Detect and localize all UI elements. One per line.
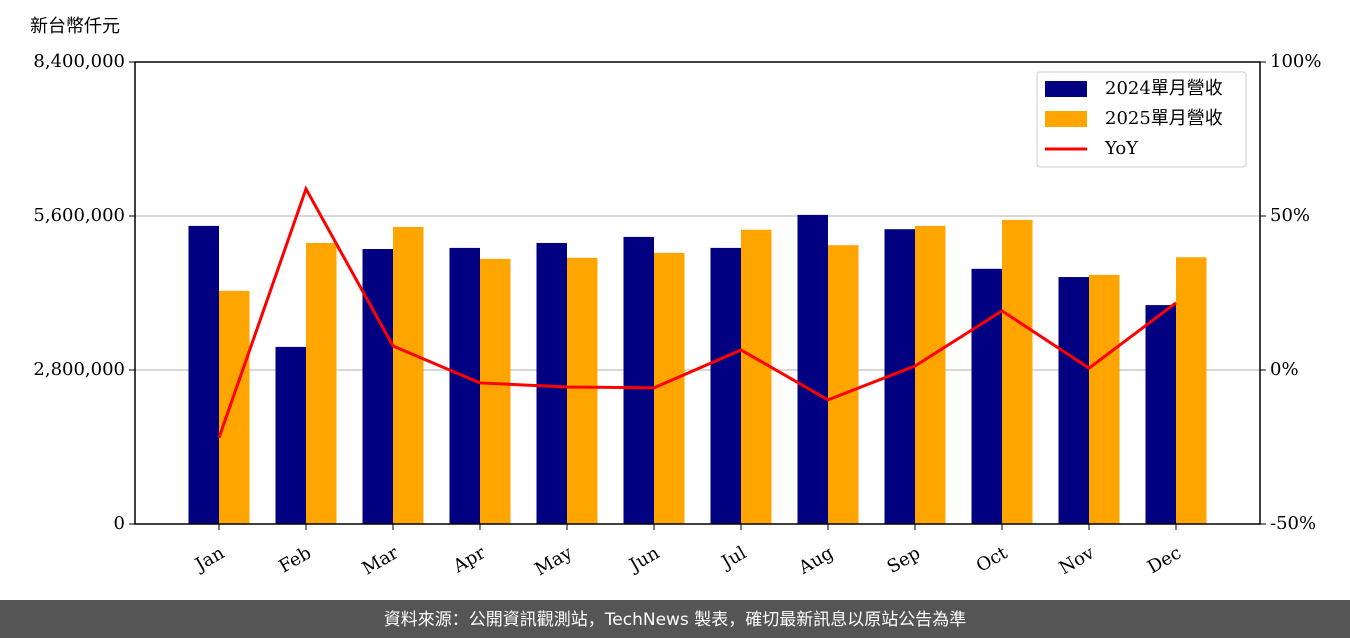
bar — [741, 229, 772, 524]
bar — [306, 242, 337, 524]
y-tick-label: 0 — [114, 513, 125, 534]
plot-frame — [134, 61, 1261, 525]
bar — [1058, 277, 1089, 524]
legend-label: 2024單月營收 — [1105, 78, 1223, 99]
bar — [188, 225, 219, 524]
footer: 資料來源：公開資訊觀測站，TechNews 製表，確切最新訊息以原站公告為準 — [384, 610, 966, 630]
bar — [567, 257, 598, 524]
y2-tick-label: 0% — [1270, 359, 1299, 380]
legend-swatch — [1045, 81, 1087, 97]
legend-label: YoY — [1104, 138, 1139, 159]
bar — [219, 290, 250, 524]
legend-frame — [1036, 71, 1247, 168]
bar — [797, 214, 828, 524]
x-tick-label: Aug — [794, 542, 837, 579]
bar — [623, 236, 654, 524]
x-tick-label: Dec — [1144, 542, 1185, 578]
legend: 2024單月營收 2025單月營收 YoY — [1036, 71, 1247, 168]
bar — [393, 227, 424, 524]
bar — [362, 249, 393, 524]
x-tick-label: Mar — [359, 542, 403, 579]
x-tick-label: Sep — [884, 542, 924, 577]
x-tick-label: Jun — [624, 542, 663, 577]
line — [217, 185, 1177, 439]
y2-tick-label: -50% — [1270, 513, 1316, 534]
y-tick-label: 8,400,000 — [33, 51, 125, 72]
bar — [1145, 305, 1176, 524]
y2-tick-label: 100% — [1270, 51, 1321, 72]
legend-label: 2025單月營收 — [1105, 108, 1223, 129]
footer-bar — [0, 600, 1350, 638]
y-tick-label: 2,800,000 — [33, 359, 125, 380]
x-tick-label: Nov — [1056, 542, 1099, 579]
y-tick-label: 5,600,000 — [33, 205, 125, 226]
x-tick-label: Jan — [190, 542, 228, 576]
bar — [710, 247, 741, 524]
x-tick-label: Apr — [449, 542, 489, 577]
bar — [1176, 257, 1207, 524]
legend-swatch — [1045, 111, 1087, 127]
bar — [971, 268, 1002, 524]
y-axis-label: 新台幣仟元 — [30, 16, 120, 37]
bar — [1089, 274, 1120, 524]
bar — [536, 242, 567, 524]
bar — [915, 225, 946, 524]
x-tick-label: Feb — [275, 542, 315, 577]
x-tick-label: May — [531, 542, 576, 580]
x-tick-label: Oct — [973, 542, 1012, 577]
bar — [480, 258, 511, 524]
bar — [654, 252, 685, 524]
bar — [1002, 219, 1033, 524]
x-tick-label: Jul — [716, 542, 750, 574]
bar — [275, 346, 306, 524]
bar — [449, 247, 480, 524]
y2-tick-label: 50% — [1270, 205, 1310, 226]
bar — [828, 245, 859, 524]
